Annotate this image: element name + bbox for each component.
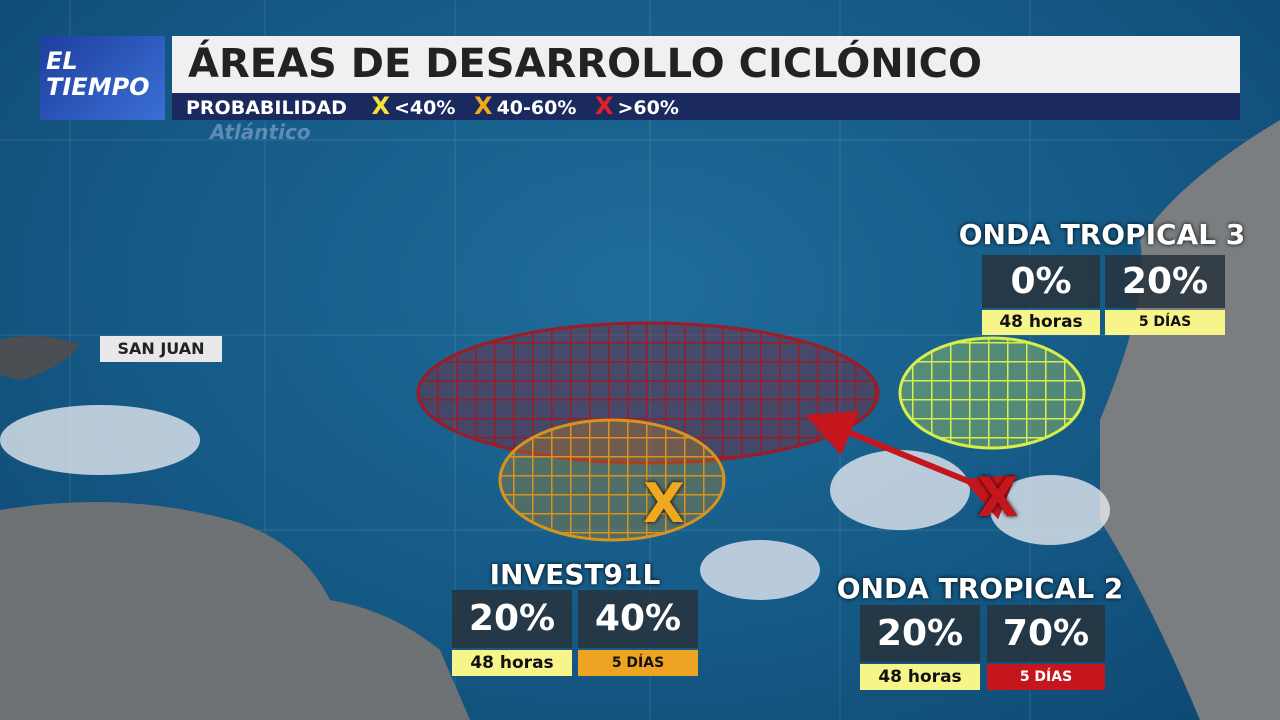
watermark: Atlántico: [210, 120, 311, 144]
probability-48h: 20%: [860, 605, 980, 662]
probability-48h: 20%: [452, 590, 572, 648]
land-africa: [1100, 120, 1280, 720]
probability-5d: 70%: [987, 605, 1105, 662]
probability-5d: 40%: [578, 590, 698, 648]
legend-text: >60%: [617, 97, 679, 119]
legend-mark: X: [595, 92, 614, 120]
risk-area-medium: [498, 418, 726, 542]
probability-48h: 0%: [982, 255, 1100, 308]
label-5d: 5 DÍAS: [987, 664, 1105, 690]
title: ÁREAS DE DESARROLLO CICLÓNICO: [172, 36, 1240, 93]
system-title: ONDA TROPICAL 3: [958, 218, 1246, 251]
logo: EL TIEMPO: [40, 36, 165, 120]
legend: PROBABILIDAD X <40% X 40-60% X >60%: [172, 93, 1240, 120]
legend-text: <40%: [394, 97, 456, 119]
system-marker: X: [977, 466, 1019, 529]
probability-5d: 20%: [1105, 255, 1225, 308]
legend-mark: X: [474, 92, 493, 120]
label-48h: 48 horas: [982, 310, 1100, 335]
risk-area-low: [898, 336, 1086, 450]
logo-line: TIEMPO: [46, 73, 150, 101]
label-48h: 48 horas: [452, 650, 572, 676]
land-island: [0, 336, 80, 380]
place-label: SAN JUAN: [100, 336, 222, 362]
system-title: INVEST91L: [489, 558, 661, 591]
system-marker: X: [643, 472, 685, 535]
label-5d: 5 DÍAS: [578, 650, 698, 676]
label-5d: 5 DÍAS: [1105, 310, 1225, 335]
label-48h: 48 horas: [860, 664, 980, 690]
motion-arrow: [805, 410, 1017, 520]
legend-mark: X: [371, 92, 391, 120]
logo-line: EL: [46, 47, 78, 75]
legend-label: PROBABILIDAD: [186, 97, 347, 119]
land-south-america: [0, 502, 470, 720]
system-title: ONDA TROPICAL 2: [836, 572, 1124, 605]
legend-text: 40-60%: [496, 97, 577, 119]
